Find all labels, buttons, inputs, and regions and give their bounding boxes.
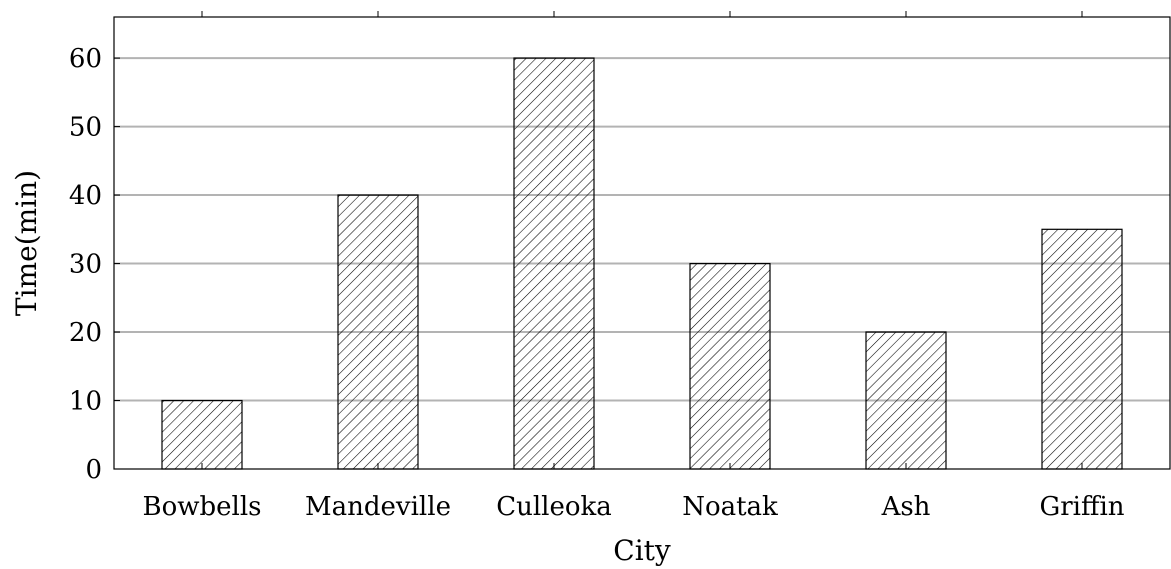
bar-culleoka — [513, 57, 595, 470]
bar-griffin — [1041, 228, 1123, 470]
axis-ticks — [114, 11, 1083, 470]
bar-bowbells — [161, 399, 243, 470]
y-tick-label: 60 — [69, 44, 102, 74]
y-tick-label: 0 — [85, 455, 102, 485]
bar-ash — [865, 331, 947, 470]
x-tick-label-culleoka: Culleoka — [496, 492, 612, 522]
y-tick-label: 20 — [69, 318, 102, 348]
bar-mandeville — [337, 194, 419, 470]
y-tick-label: 30 — [69, 250, 102, 280]
x-axis-title: City — [613, 534, 671, 567]
x-tick-label-bowbells: Bowbells — [142, 492, 261, 522]
gridlines — [114, 57, 1170, 402]
y-tick-label: 50 — [69, 113, 102, 143]
y-tick-label: 10 — [69, 387, 102, 417]
x-tick-label-griffin: Griffin — [1039, 492, 1124, 522]
x-tick-label-noatak: Noatak — [682, 492, 778, 522]
tick-labels: 0 10 20 30 40 50 60 Bowbells Mandeville Culleoka N… — [69, 44, 1125, 522]
y-tick-label: 40 — [69, 181, 102, 211]
plot-frame — [113, 16, 1171, 470]
y-axis-title: Time(min) — [10, 170, 43, 316]
x-tick-label-mandeville: Mandeville — [305, 492, 451, 522]
x-tick-label-ash: Ash — [881, 492, 931, 522]
bar-noatak — [689, 262, 771, 470]
bars — [161, 57, 1123, 470]
